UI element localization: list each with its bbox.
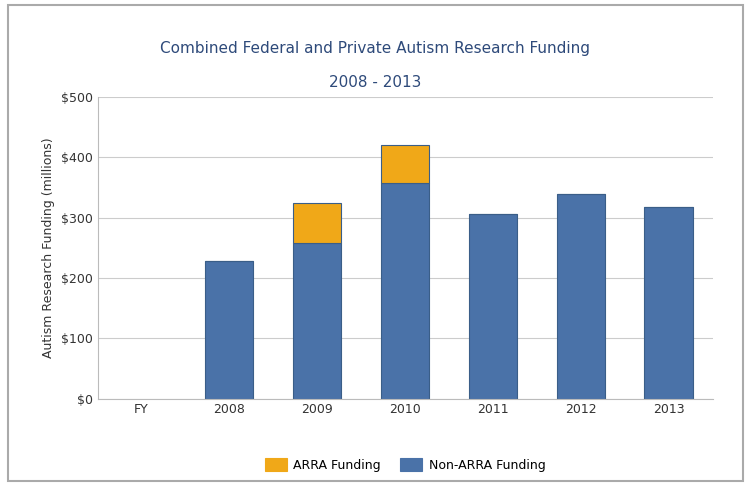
Bar [205,260,254,399]
Legend: ARRA Funding, Non-ARRA Funding: ARRA Funding, Non-ARRA Funding [260,453,550,477]
Bar [293,203,341,243]
Text: Combined Federal and Private Autism Research Funding: Combined Federal and Private Autism Rese… [160,41,590,56]
Y-axis label: Autism Research Funding (millions): Autism Research Funding (millions) [42,138,55,358]
Bar [469,213,517,399]
Bar [556,193,604,399]
Bar [293,243,341,399]
Text: 2008 - 2013: 2008 - 2013 [328,75,422,90]
Bar [381,183,429,399]
Bar [644,208,693,399]
Bar [381,145,429,183]
